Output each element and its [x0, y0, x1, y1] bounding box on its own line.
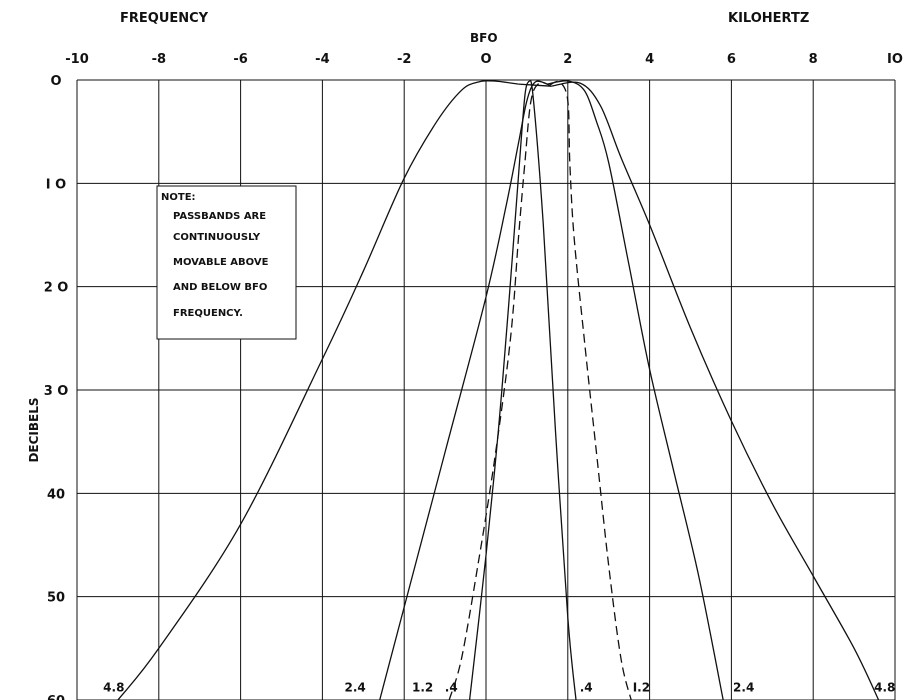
curve-label-5: I.2 — [633, 681, 650, 695]
note-line-1: PASSBANDS ARE — [173, 211, 266, 222]
curve-1p2-right-skirt — [549, 80, 632, 700]
x-tick-label-5: O — [480, 52, 491, 67]
x-tick-label-7: 4 — [645, 52, 654, 67]
x-tick-label-2: -6 — [233, 52, 247, 67]
curve-4p8-right-skirt — [551, 81, 880, 700]
x-tick-label-4: -2 — [397, 52, 411, 67]
curve-label-4: .4 — [580, 681, 593, 695]
y-tick-label-6: 60 — [47, 694, 65, 700]
x-tick-label-8: 6 — [727, 52, 736, 67]
curve-2p4-left-skirt — [379, 80, 548, 700]
chart-curves — [117, 79, 880, 700]
y-tick-label-3: 3 O — [44, 384, 69, 399]
curve-4p8-left-skirt — [117, 80, 519, 700]
chart-grid — [76, 79, 896, 700]
curve-label-1: 2.4 — [344, 681, 365, 695]
y-tick-label-2: 2 O — [44, 281, 69, 296]
curve-label-0: 4.8 — [103, 681, 124, 695]
y-tick-label-4: 40 — [47, 487, 65, 502]
note-line-5: FREQUENCY. — [173, 308, 243, 319]
chart-top-left-label: FREQUENCY — [120, 11, 209, 26]
x-tick-label-0: -10 — [65, 52, 89, 67]
note-line-3: MOVABLE ABOVE — [173, 257, 269, 268]
curve-1p2-left-skirt — [448, 81, 550, 700]
curve-p4-left-skirt — [468, 80, 530, 700]
note-line-4: AND BELOW BFO — [173, 282, 267, 293]
curve-label-3: .4 — [445, 681, 458, 695]
x-tick-label-3: -4 — [315, 52, 329, 67]
curve-label-7: 4.8 — [874, 681, 895, 695]
x-tick-label-10: IO — [887, 52, 903, 67]
y-tick-label-5: 50 — [47, 591, 65, 606]
chart-top-right-label: KILOHERTZ — [728, 11, 809, 26]
y-axis-label: DECIBELS — [27, 397, 41, 462]
note-box: NOTE: PASSBANDS ARE CONTINUOUSLY MOVABLE… — [156, 185, 297, 340]
curve-4p8-top — [518, 83, 552, 87]
note-title: NOTE: — [161, 192, 196, 203]
note-line-2: CONTINUOUSLY — [173, 232, 261, 243]
x-tick-label-6: 2 — [563, 52, 572, 67]
curve-2p4-right-skirt — [547, 80, 724, 700]
curve-p4-right-skirt — [528, 79, 577, 700]
x-tick-label-9: 8 — [809, 52, 818, 67]
bfo-label: BFO — [470, 31, 498, 45]
x-tick-label-1: -8 — [152, 52, 166, 67]
chart-tick-labels: -10 -8 -6 -4 -2 O 2 4 6 8 IO O I O 2 O 3 O 40 50 60 4.8 2.4… — [44, 52, 903, 700]
y-tick-label-0: O — [50, 74, 61, 89]
curve-label-6: 2.4 — [733, 681, 754, 695]
y-tick-label-1: I O — [46, 177, 66, 192]
curve-label-2: 1.2 — [412, 681, 433, 695]
